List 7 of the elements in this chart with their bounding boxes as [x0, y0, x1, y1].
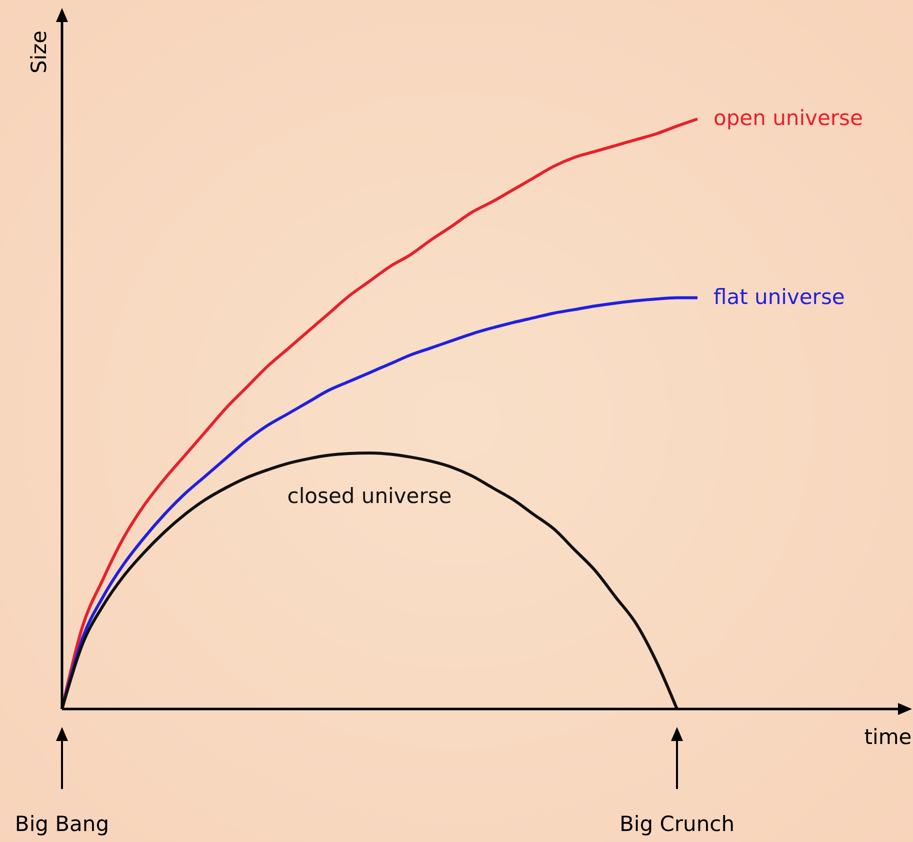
- text: Big Crunch: [619, 812, 735, 836]
- x-axis-title: time: [864, 725, 912, 749]
- series-label: open universe: [714, 106, 863, 130]
- text: Big Bang: [14, 812, 110, 836]
- y-axis-title: Size: [27, 30, 51, 74]
- series-label: flat universe: [714, 284, 845, 309]
- series-label: closed universe: [287, 484, 452, 508]
